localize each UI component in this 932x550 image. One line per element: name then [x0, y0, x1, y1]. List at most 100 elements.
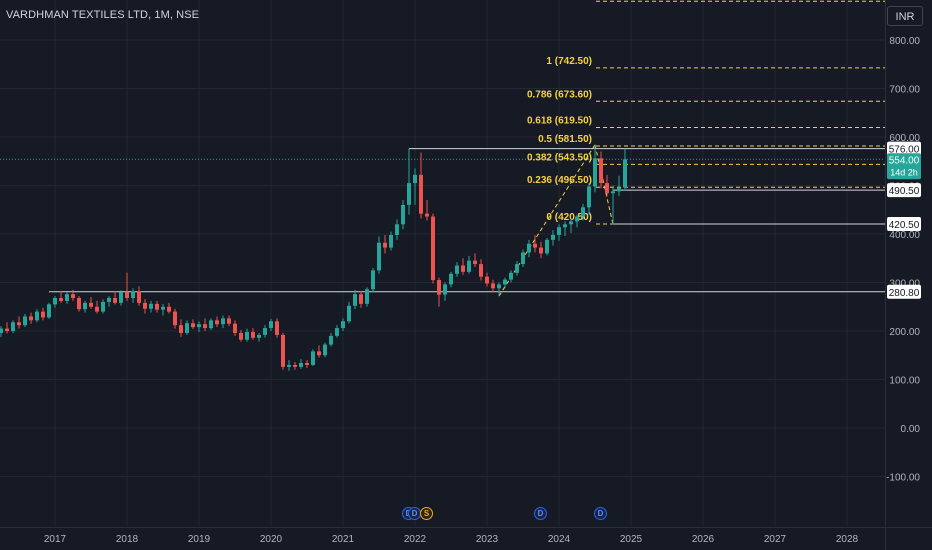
candle-body — [287, 364, 291, 367]
candle-body — [137, 291, 141, 303]
last-price-box — [887, 153, 921, 180]
candle-body — [185, 323, 189, 333]
candle-body — [359, 294, 363, 304]
candle-body — [515, 264, 519, 273]
candle-body — [221, 318, 225, 325]
candle-body — [257, 334, 261, 338]
dividend-event-icon[interactable]: D — [534, 507, 547, 520]
x-tick-label: 2023 — [476, 534, 499, 545]
y-tick-label: 0.00 — [901, 424, 921, 435]
candle-body — [11, 322, 15, 331]
fib-level-label: 0.618 (619.50) — [527, 116, 592, 127]
dividend-event-icon[interactable]: D — [594, 507, 607, 520]
x-tick-label: 2017 — [44, 534, 67, 545]
candle-body — [587, 186, 591, 208]
candle-body — [149, 303, 153, 309]
candle-body — [419, 174, 423, 214]
candle-body — [497, 284, 501, 289]
split-event-icon[interactable]: S — [420, 507, 433, 520]
candle-body — [581, 207, 585, 217]
candle-body — [461, 265, 465, 272]
x-tick-label: 2026 — [692, 534, 715, 545]
candle-body — [131, 291, 135, 299]
candle-body — [437, 280, 441, 295]
candle-body — [155, 303, 159, 310]
currency-button[interactable]: INR — [887, 6, 923, 26]
candle-body — [551, 234, 555, 240]
candle-body — [125, 292, 129, 299]
candle-body — [371, 270, 375, 290]
x-tick-label: 2024 — [548, 534, 571, 545]
y-tick-label: 700.00 — [889, 85, 920, 96]
candle-body — [395, 224, 399, 235]
candle-body — [167, 306, 171, 312]
candle-body — [455, 265, 459, 274]
candle-body — [593, 158, 597, 187]
x-tick-label: 2021 — [332, 534, 355, 545]
candle-body — [119, 292, 123, 303]
candle-body — [17, 322, 21, 326]
y-tick-label: 400.00 — [889, 230, 920, 241]
candle-body — [227, 318, 231, 324]
price-label-text: 420.50 — [889, 220, 920, 231]
candle-body — [173, 311, 177, 326]
candle-body — [281, 334, 285, 367]
candle-body — [341, 321, 345, 329]
candle-body — [563, 224, 567, 228]
y-tick-label: 300.00 — [889, 279, 920, 290]
candle-body — [59, 298, 63, 301]
fib-level-label: 1 (742.50) — [546, 56, 592, 67]
candle-body — [107, 298, 111, 302]
candle-body — [443, 284, 447, 295]
candle-body — [191, 323, 195, 328]
fib-level-label: 0.382 (543.50) — [527, 152, 592, 163]
candle-body — [113, 298, 117, 303]
price-label-text: 280.80 — [889, 288, 920, 299]
candle-body — [509, 272, 513, 280]
y-tick-label: 800.00 — [889, 36, 920, 47]
candle-body — [401, 204, 405, 225]
candle-body — [527, 243, 531, 253]
candle-body — [95, 306, 99, 312]
x-tick-label: 2027 — [764, 534, 787, 545]
candle-body — [305, 363, 309, 365]
candle-body — [353, 294, 357, 306]
candle-body — [323, 344, 327, 356]
fib-level-label: 0 (420.50) — [546, 212, 592, 223]
candle-body — [611, 191, 615, 194]
candle-body — [575, 216, 579, 222]
x-tick-label: 2019 — [188, 534, 211, 545]
fib-level-label: 0.786 (673.60) — [527, 89, 592, 100]
candle-body — [473, 260, 477, 265]
candle-body — [335, 328, 339, 336]
candle-body — [299, 363, 303, 367]
candle-body — [275, 321, 279, 335]
candle-body — [53, 298, 57, 305]
candle-body — [65, 294, 69, 301]
candle-body — [485, 276, 489, 284]
candle-body — [533, 243, 537, 248]
candle-body — [539, 247, 543, 254]
candle-body — [179, 325, 183, 333]
y-tick-label: 200.00 — [889, 327, 920, 338]
candle-body — [5, 328, 9, 331]
candle-body — [239, 332, 243, 340]
candle-body — [347, 305, 351, 322]
candle-body — [449, 273, 453, 285]
x-tick-label: 2028 — [836, 534, 859, 545]
candle-body — [197, 324, 201, 328]
candle-body — [389, 234, 393, 248]
fib-trend-line — [594, 144, 614, 225]
candle-body — [215, 320, 219, 325]
candle-body — [245, 331, 249, 340]
fib-level-label: 0.236 (496.50) — [527, 175, 592, 186]
last-price-countdown: 14d 2h — [890, 167, 918, 177]
candle-body — [251, 331, 255, 338]
last-price-value: 554.00 — [889, 155, 920, 166]
candle-body — [431, 216, 435, 281]
candle-body — [617, 187, 621, 192]
candle-body — [545, 239, 549, 254]
candle-body — [317, 351, 321, 356]
